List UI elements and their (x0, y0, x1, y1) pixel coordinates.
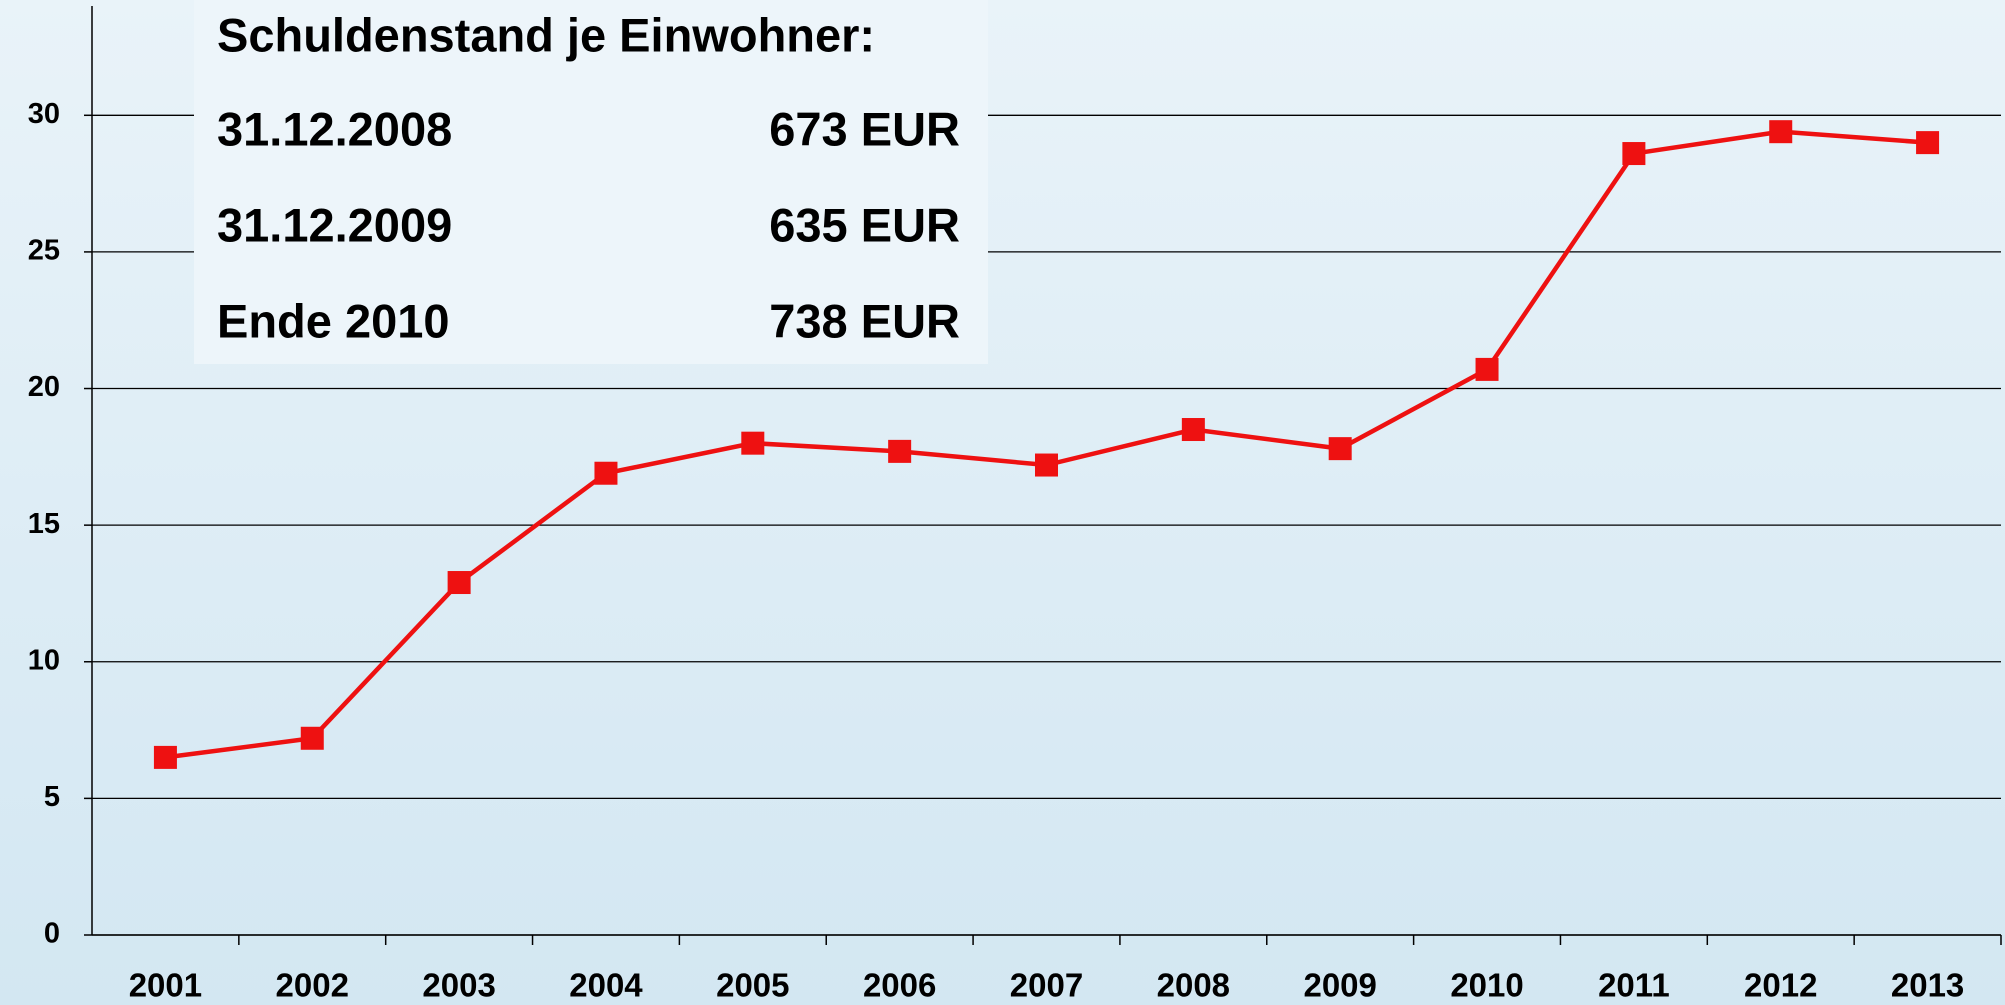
y-tick-label: 15 (28, 508, 60, 540)
annotation-title: Schuldenstand je Einwohner: (217, 8, 875, 61)
point-marker (447, 571, 471, 595)
x-tick-label: 2004 (569, 967, 643, 1004)
point-marker (1622, 142, 1646, 166)
grid: 0 5 10 15 20 25 30 2001 2002 2003 2004 2005 2006 2007… (28, 6, 2002, 1004)
point-marker (300, 726, 324, 750)
y-tick-label: 10 (28, 644, 60, 676)
point-marker (594, 461, 618, 485)
plot (153, 120, 1940, 769)
x-tick-label: 2010 (1450, 967, 1523, 1004)
x-tick-label: 2012 (1744, 967, 1817, 1004)
annotation-amount: 673 EUR (769, 102, 960, 155)
x-tick-label: 2002 (276, 967, 349, 1004)
y-tick-label: 20 (28, 371, 60, 403)
annotation-amount: 635 EUR (769, 198, 960, 251)
point-marker (1475, 357, 1499, 381)
x-tick-label: 2011 (1598, 967, 1670, 1004)
annotation-box: Schuldenstand je Einwohner: 31.12.2008 67… (194, 0, 988, 364)
annotation-date: Ende 2010 (217, 294, 450, 347)
x-tick-label: 2006 (863, 967, 936, 1004)
x-tick-label: 2003 (422, 967, 495, 1004)
point-marker (153, 745, 177, 769)
point-marker (1181, 418, 1205, 442)
point-marker (741, 431, 765, 455)
x-tick-label: 2007 (1010, 967, 1083, 1004)
point-marker (1328, 437, 1352, 461)
x-tick-label: 2009 (1303, 967, 1376, 1004)
x-tick-label: 2001 (129, 967, 202, 1004)
x-tick-label: 2008 (1157, 967, 1230, 1004)
point-marker (1769, 120, 1793, 144)
y-tick-label: 25 (28, 235, 60, 267)
x-tick-label: 2013 (1891, 967, 1964, 1004)
annotation-date: 31.12.2009 (217, 198, 452, 251)
point-marker (888, 439, 912, 463)
point-marker (1035, 453, 1058, 477)
y-tick-label: 30 (28, 98, 60, 130)
annotation-amount: 738 EUR (769, 294, 960, 347)
annotation-background (194, 0, 988, 364)
y-tick-label: 0 (44, 918, 60, 950)
x-tick-label: 2005 (716, 967, 789, 1004)
annotation-date: 31.12.2008 (217, 102, 452, 155)
y-tick-label: 5 (44, 781, 60, 813)
point-marker (1916, 131, 1940, 155)
